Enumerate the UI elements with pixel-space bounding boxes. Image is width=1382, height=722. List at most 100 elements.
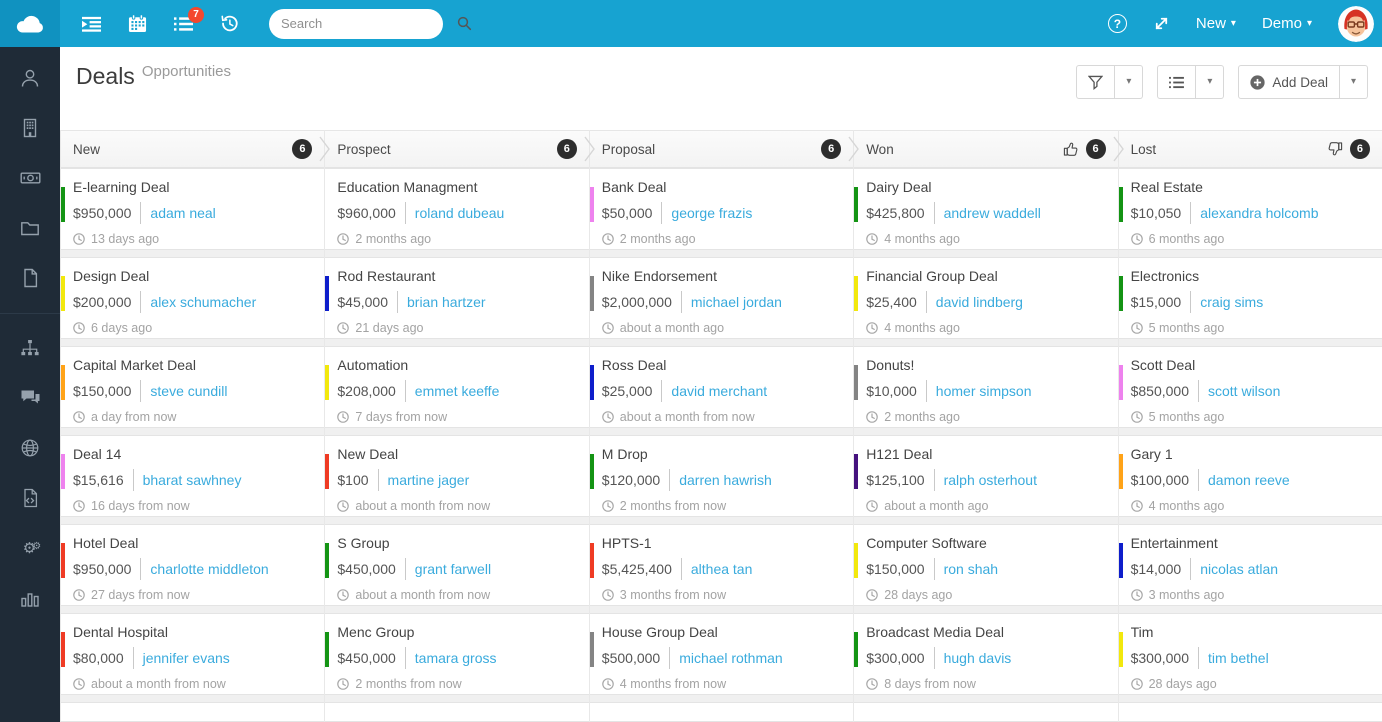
contact-link[interactable]: andrew waddell [943,205,1041,221]
contact-link[interactable]: hugh davis [943,650,1012,666]
deal-card[interactable]: Deal 14 $15,616 bharat sawhney 16 days from… [61,435,325,517]
contact-link[interactable]: ron shah [943,561,999,577]
deal-card[interactable]: M Drop $120,000 darren hawrish 2 months fro… [589,435,854,517]
expand-icon[interactable] [1153,15,1170,32]
clock-icon [866,411,878,423]
contact-link[interactable]: tim bethel [1208,650,1269,666]
contact-link[interactable]: homer simpson [935,383,1032,399]
filter-button[interactable] [1076,65,1116,99]
deal-card[interactable]: HPTS-1 $5,425,400 althea tan 3 months from … [589,524,854,606]
add-deal-dropdown-button[interactable]: ▾ [1339,65,1368,99]
deal-card[interactable]: Tim $300,000 tim bethel 28 days ago [1118,613,1382,695]
sidebar-item-deals[interactable] [0,153,60,203]
deal-card[interactable]: E-learning Deal $950,000 adam neal 13 days … [61,168,325,250]
search-input[interactable] [281,16,457,31]
calendar-icon[interactable] [128,14,147,33]
deal-card[interactable]: Rod Restaurant $45,000 brian hartzer 21 day… [325,257,589,339]
deal-card[interactable]: Design Deal $200,000 alex schumacher 6 days… [61,257,325,339]
deal-card-partial[interactable] [854,702,1118,722]
deal-card-partial[interactable] [61,702,325,722]
contact-link[interactable]: ralph osterhout [943,472,1037,488]
help-icon[interactable]: ? [1107,14,1127,33]
contact-link[interactable]: roland dubeau [414,205,505,221]
deal-card[interactable]: Electronics $15,000 craig sims 5 months ago [1118,257,1382,339]
deal-card[interactable]: Capital Market Deal $150,000 steve cundill… [61,346,325,428]
new-menu[interactable]: New ▾ [1196,15,1236,32]
contact-link[interactable]: tamara gross [414,650,497,666]
deal-card-partial[interactable] [325,702,589,722]
deal-card[interactable]: Scott Deal $850,000 scott wilson 5 months a… [1118,346,1382,428]
contact-link[interactable]: bharat sawhney [142,472,242,488]
search-icon[interactable] [457,16,472,31]
contact-link[interactable]: craig sims [1200,294,1264,310]
sidebar-item-portal[interactable] [0,423,60,473]
divider [661,202,663,224]
sidebar-item-chat[interactable] [0,373,60,423]
deal-card[interactable]: House Group Deal $500,000 michael rothman 4… [589,613,854,695]
deal-card-partial[interactable] [1118,702,1382,722]
deal-card[interactable]: Donuts! $10,000 homer simpson 2 months ago [854,346,1118,428]
sidebar-item-templates[interactable] [0,473,60,523]
deal-card[interactable]: Computer Software $150,000 ron shah 28 days… [854,524,1118,606]
app-logo[interactable] [0,0,60,47]
sidebar-toggle-icon[interactable] [82,16,101,32]
contact-link[interactable]: martine jager [387,472,470,488]
avatar[interactable] [1338,5,1374,42]
contact-link[interactable]: alexandra holcomb [1200,205,1319,221]
deal-card[interactable]: Hotel Deal $950,000 charlotte middleton 27 … [61,524,325,606]
contact-link[interactable]: jennifer evans [142,650,230,666]
contact-link[interactable]: scott wilson [1208,383,1281,399]
contact-link[interactable]: emmet keeffe [414,383,500,399]
tasks-icon[interactable]: 7 [174,6,204,32]
contact-link[interactable]: damon reeve [1208,472,1290,488]
sidebar-item-contacts[interactable] [0,53,60,103]
contact-link[interactable]: grant farwell [414,561,492,577]
deal-date: about a month from now [91,677,226,691]
deal-date: 8 days from now [884,677,976,691]
contact-link[interactable]: brian hartzer [407,294,486,310]
deal-card[interactable]: Entertainment $14,000 nicolas atlan 3 month… [1118,524,1382,606]
account-menu[interactable]: Demo ▾ [1262,15,1312,32]
deal-amount-row: $15,000 craig sims [1131,291,1370,313]
deal-card[interactable]: New Deal $100 martine jager about a month f… [325,435,589,517]
filter-dropdown-button[interactable]: ▾ [1115,65,1144,99]
deal-card[interactable]: Automation $208,000 emmet keeffe 7 days fro… [325,346,589,428]
deal-card[interactable]: Gary 1 $100,000 damon reeve 4 months ago [1118,435,1382,517]
deal-card[interactable]: Nike Endorsement $2,000,000 michael jordan… [589,257,854,339]
contact-link[interactable]: steve cundill [150,383,228,399]
deal-card[interactable]: Broadcast Media Deal $300,000 hugh davis 8 … [854,613,1118,695]
deal-card[interactable]: Education Managment $960,000 roland dubeau… [325,168,589,250]
sidebar-item-documents[interactable] [0,203,60,253]
deal-card[interactable]: Ross Deal $25,000 david merchant about a mo… [589,346,854,428]
contact-link[interactable]: nicolas atlan [1200,561,1279,577]
history-icon[interactable] [220,14,239,33]
deal-card-partial[interactable] [589,702,854,722]
contact-link[interactable]: althea tan [690,561,753,577]
view-dropdown-button[interactable]: ▾ [1196,65,1225,99]
contact-link[interactable]: david lindberg [935,294,1023,310]
contact-link[interactable]: david merchant [671,383,768,399]
deal-card[interactable]: Dental Hospital $80,000 jennifer evans abou… [61,613,325,695]
contact-link[interactable]: michael rothman [679,650,783,666]
sidebar-item-reports[interactable] [0,573,60,623]
deal-card[interactable]: Menc Group $450,000 tamara gross 2 months f… [325,613,589,695]
contact-link[interactable]: charlotte middleton [150,561,269,577]
contact-link[interactable]: alex schumacher [150,294,257,310]
contact-link[interactable]: michael jordan [690,294,782,310]
deal-card[interactable]: H121 Deal $125,100 ralph osterhout about a … [854,435,1118,517]
sidebar-item-files[interactable] [0,253,60,303]
deal-card[interactable]: Real Estate $10,050 alexandra holcomb 6 mon… [1118,168,1382,250]
contact-link[interactable]: george frazis [671,205,753,221]
deal-card[interactable]: S Group $450,000 grant farwell about a mont… [325,524,589,606]
deal-date-row: 5 months ago [1130,321,1370,335]
sidebar-item-accounts[interactable] [0,103,60,153]
deal-card[interactable]: Bank Deal $50,000 george frazis 2 months ag… [589,168,854,250]
contact-link[interactable]: darren hawrish [679,472,772,488]
list-view-button[interactable] [1157,65,1197,99]
sidebar-item-settings[interactable]: ⚙⚙ [0,523,60,573]
deal-card[interactable]: Financial Group Deal $25,400 david lindber… [854,257,1118,339]
deal-card[interactable]: Dairy Deal $425,800 andrew waddell 4 months… [854,168,1118,250]
contact-link[interactable]: adam neal [150,205,216,221]
add-deal-button[interactable]: Add Deal [1238,65,1340,99]
sidebar-item-teams[interactable] [0,323,60,373]
